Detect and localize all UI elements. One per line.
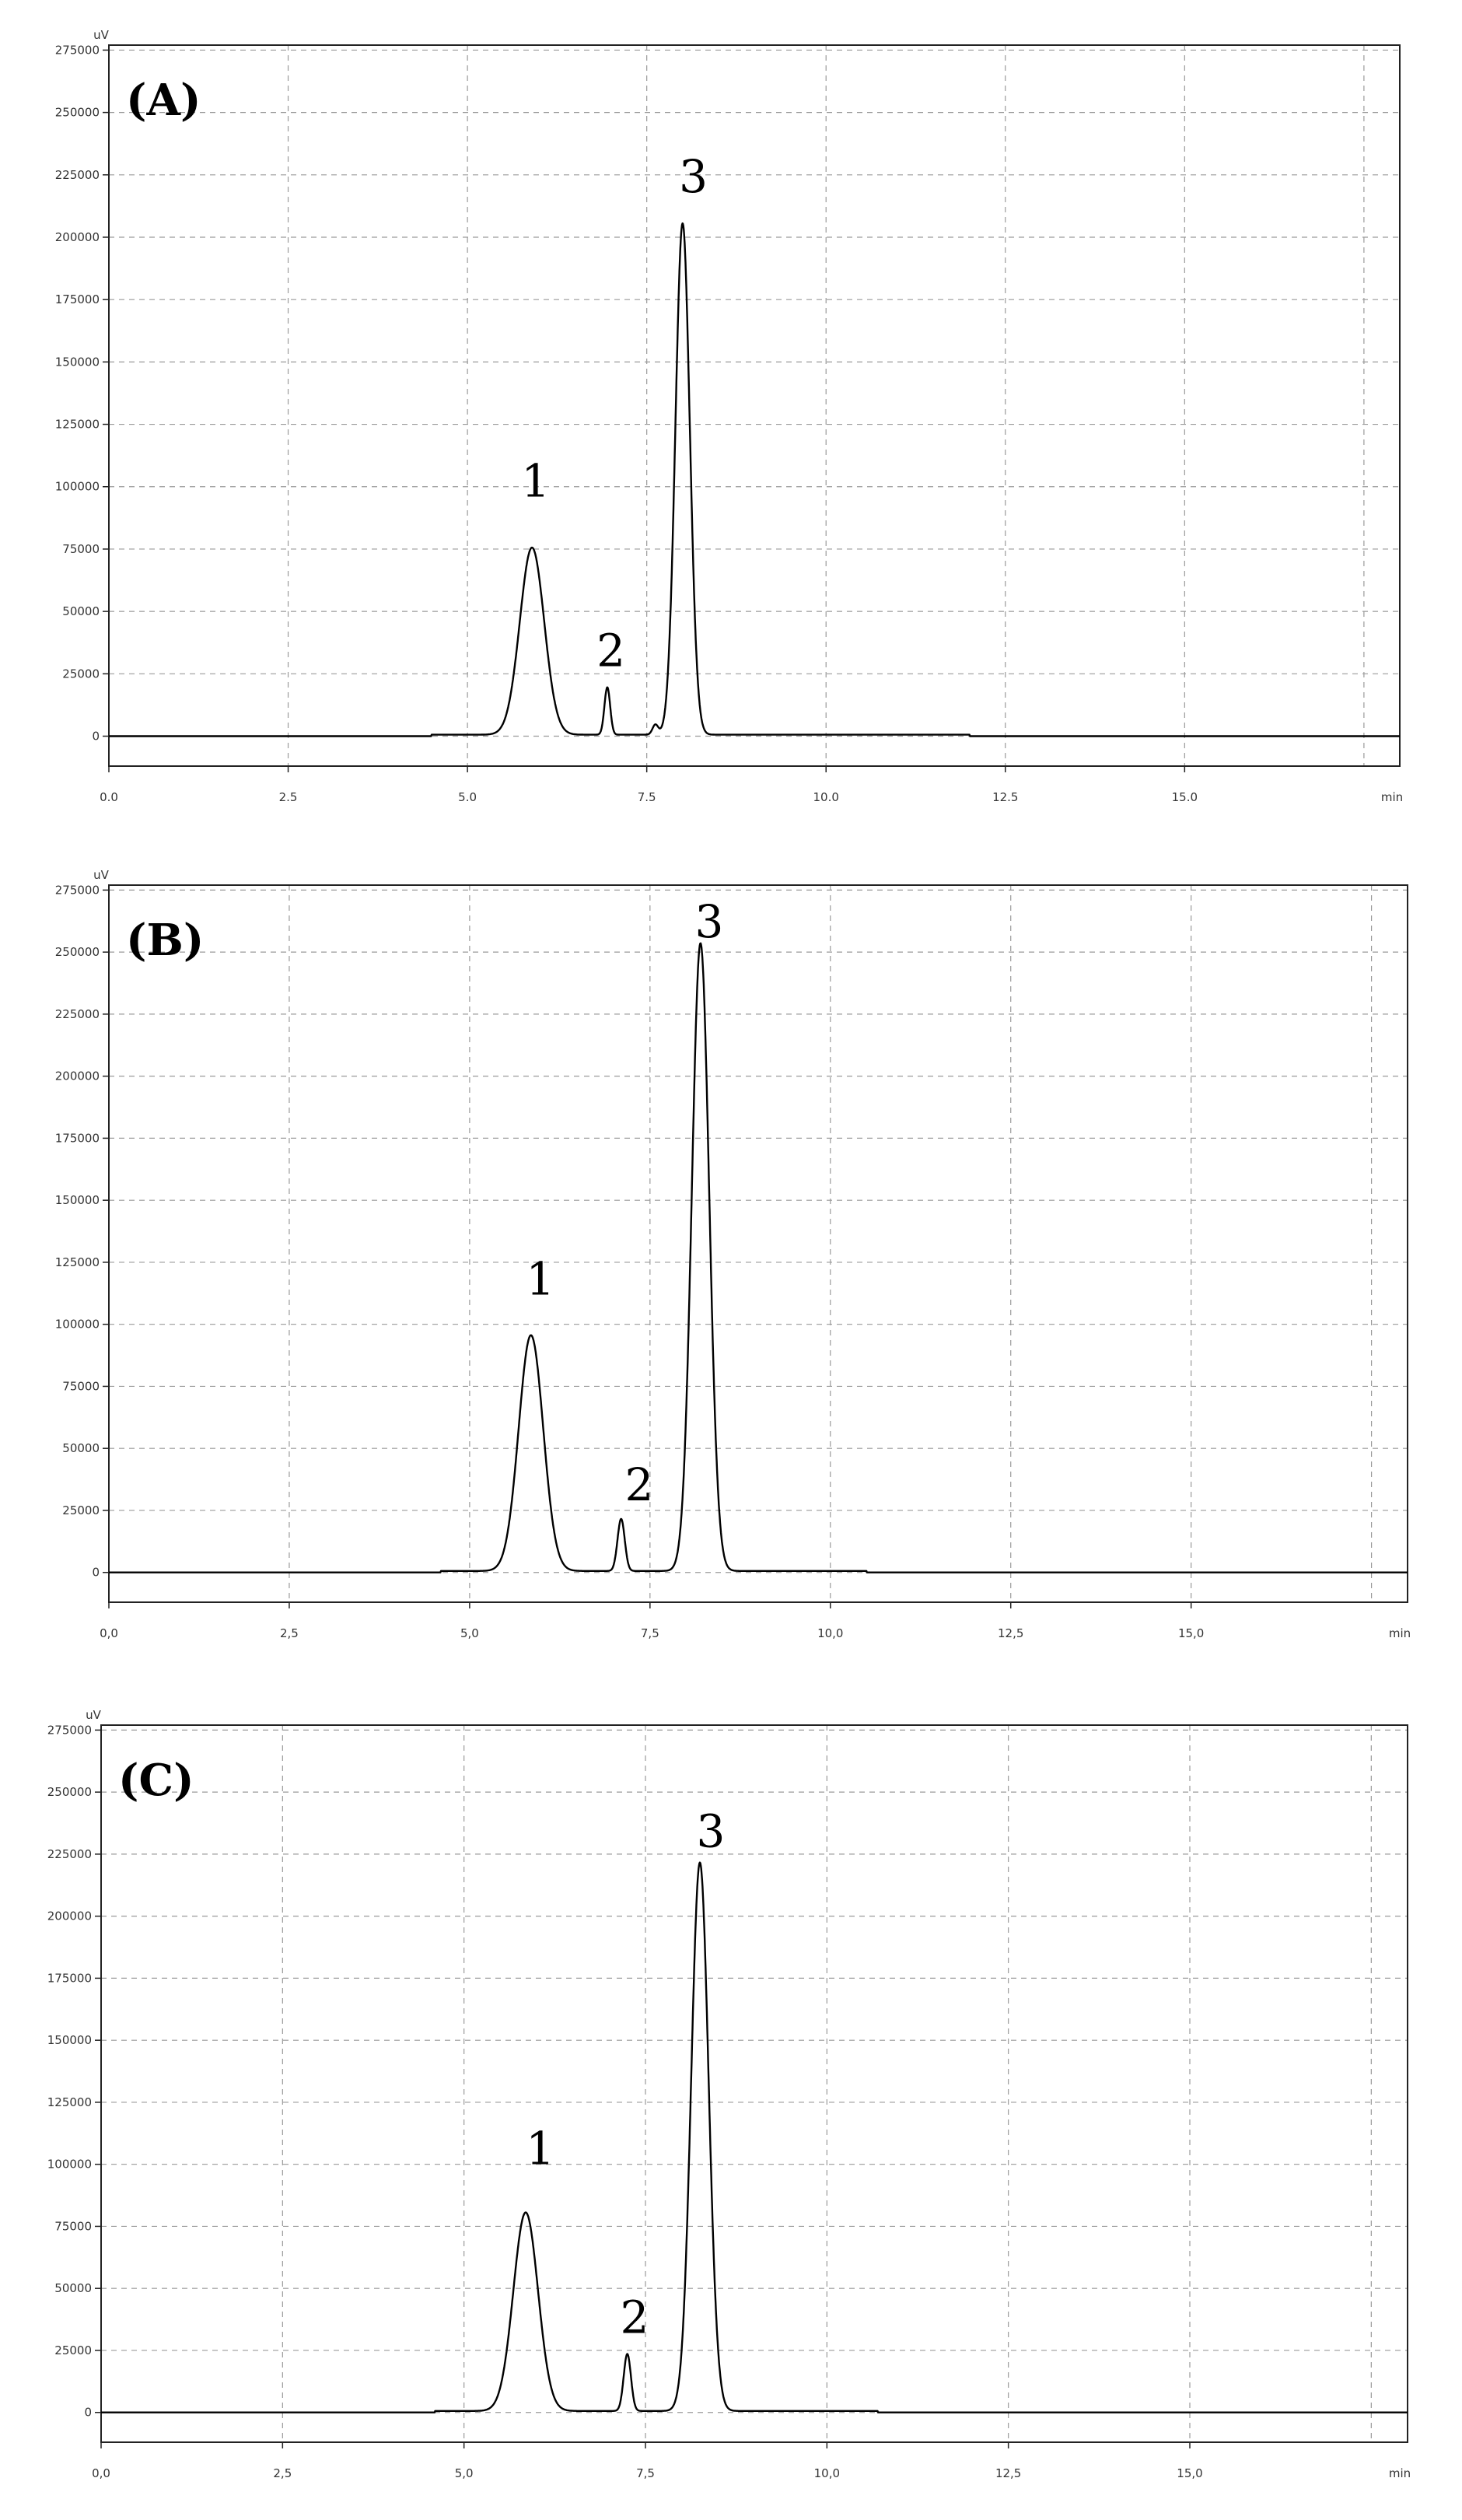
x-tick-label: 10.0 (813, 790, 839, 804)
peak-label-2: 2 (624, 1458, 653, 1511)
y-tick-label: 0 (92, 1566, 100, 1580)
x-tick-label: 15,0 (1178, 1626, 1204, 1640)
y-tick-label: 125000 (55, 418, 100, 432)
x-tick-label: 0,0 (100, 1626, 118, 1640)
x-tick-label: 2.5 (279, 790, 298, 804)
y-tick-label: 275000 (47, 1723, 92, 1737)
y-tick-label: 0 (84, 2406, 92, 2420)
y-tick-label: 275000 (55, 883, 100, 897)
peak-label-1: 1 (526, 1252, 554, 1305)
y-tick-label: 150000 (55, 1193, 100, 1207)
peak-label-1: 1 (526, 2123, 554, 2175)
x-tick-label: 5,0 (460, 1626, 479, 1640)
y-tick-label: 100000 (55, 480, 100, 494)
y-tick-label: 250000 (55, 106, 100, 120)
y-tick-label: 25000 (62, 1503, 100, 1517)
y-tick-label: 100000 (55, 1318, 100, 1332)
y-tick-label: 150000 (47, 2033, 92, 2047)
peak-label-3: 3 (679, 150, 708, 203)
x-tick-label: 15,0 (1177, 2466, 1202, 2480)
x-tick-label: 15.0 (1172, 790, 1198, 804)
peak-label-2: 2 (596, 625, 625, 677)
x-tick-label: 10,0 (817, 1626, 843, 1640)
x-tick-label: 7.5 (638, 790, 656, 804)
y-tick-label: 225000 (47, 1847, 92, 1861)
y-tick-label: 75000 (54, 2219, 92, 2233)
y-unit-label: uV (86, 1708, 102, 1722)
x-tick-label: 0,0 (92, 2466, 110, 2480)
x-unit-label: min (1389, 1626, 1411, 1640)
y-tick-label: 125000 (47, 2095, 92, 2109)
y-tick-label: 275000 (55, 43, 100, 57)
y-tick-label: 200000 (55, 230, 100, 244)
x-tick-label: 12.5 (992, 790, 1018, 804)
chromatogram-trace-b (109, 943, 1408, 1573)
x-unit-label: min (1389, 2466, 1411, 2480)
y-tick-label: 225000 (55, 1007, 100, 1021)
y-tick-label: 50000 (62, 1441, 100, 1455)
x-tick-label: 7,5 (636, 2466, 655, 2480)
y-tick-label: 75000 (62, 542, 100, 556)
x-tick-label: 10,0 (814, 2466, 840, 2480)
y-tick-label: 175000 (47, 1971, 92, 1985)
y-tick-label: 100000 (47, 2158, 92, 2172)
x-unit-label: min (1381, 790, 1403, 804)
x-tick-label: 7,5 (641, 1626, 659, 1640)
y-tick-label: 150000 (55, 355, 100, 369)
panel-label-c: (C) (118, 1755, 194, 1806)
peak-label-2: 2 (621, 2291, 649, 2344)
y-tick-label: 225000 (55, 168, 100, 182)
x-tick-label: 0.0 (100, 790, 118, 804)
y-unit-label: uV (93, 868, 110, 882)
peak-label-3: 3 (694, 895, 723, 948)
plot-frame (101, 1725, 1408, 2442)
y-tick-label: 25000 (54, 2343, 92, 2357)
chromatogram-trace-a (109, 223, 1400, 736)
x-tick-label: 12,5 (998, 1626, 1023, 1640)
y-tick-label: 125000 (55, 1255, 100, 1269)
y-tick-label: 250000 (55, 945, 100, 959)
y-tick-label: 200000 (55, 1069, 100, 1083)
x-tick-label: 2,5 (273, 2466, 292, 2480)
y-tick-label: 175000 (55, 292, 100, 306)
plot-frame (109, 885, 1408, 1602)
x-tick-label: 5.0 (458, 790, 477, 804)
x-tick-label: 5,0 (455, 2466, 474, 2480)
peak-label-3: 3 (697, 1804, 726, 1857)
y-tick-label: 250000 (47, 1785, 92, 1799)
chromatogram-c-svg: 2750002500002250002000001750001500001250… (0, 1680, 1462, 2520)
y-tick-label: 200000 (47, 1909, 92, 1923)
y-tick-label: 25000 (62, 667, 100, 681)
x-tick-label: 2,5 (280, 1626, 299, 1640)
plot-frame (109, 45, 1400, 766)
y-tick-label: 50000 (62, 604, 100, 618)
y-tick-label: 75000 (62, 1379, 100, 1393)
chromatogram-trace-c (101, 1863, 1408, 2413)
chromatogram-b-svg: 2750002500002250002000001750001500001250… (0, 840, 1462, 1680)
x-tick-label: 12,5 (995, 2466, 1021, 2480)
panel-label-b: (B) (126, 915, 204, 966)
y-tick-label: 175000 (55, 1131, 100, 1145)
y-tick-label: 50000 (54, 2281, 92, 2295)
peak-label-1: 1 (521, 455, 550, 508)
chromatogram-a-svg: 2750002500002250002000001750001500001250… (0, 0, 1462, 840)
panel-label-a: (A) (126, 75, 201, 126)
y-unit-label: uV (93, 28, 110, 42)
y-tick-label: 0 (92, 730, 100, 744)
